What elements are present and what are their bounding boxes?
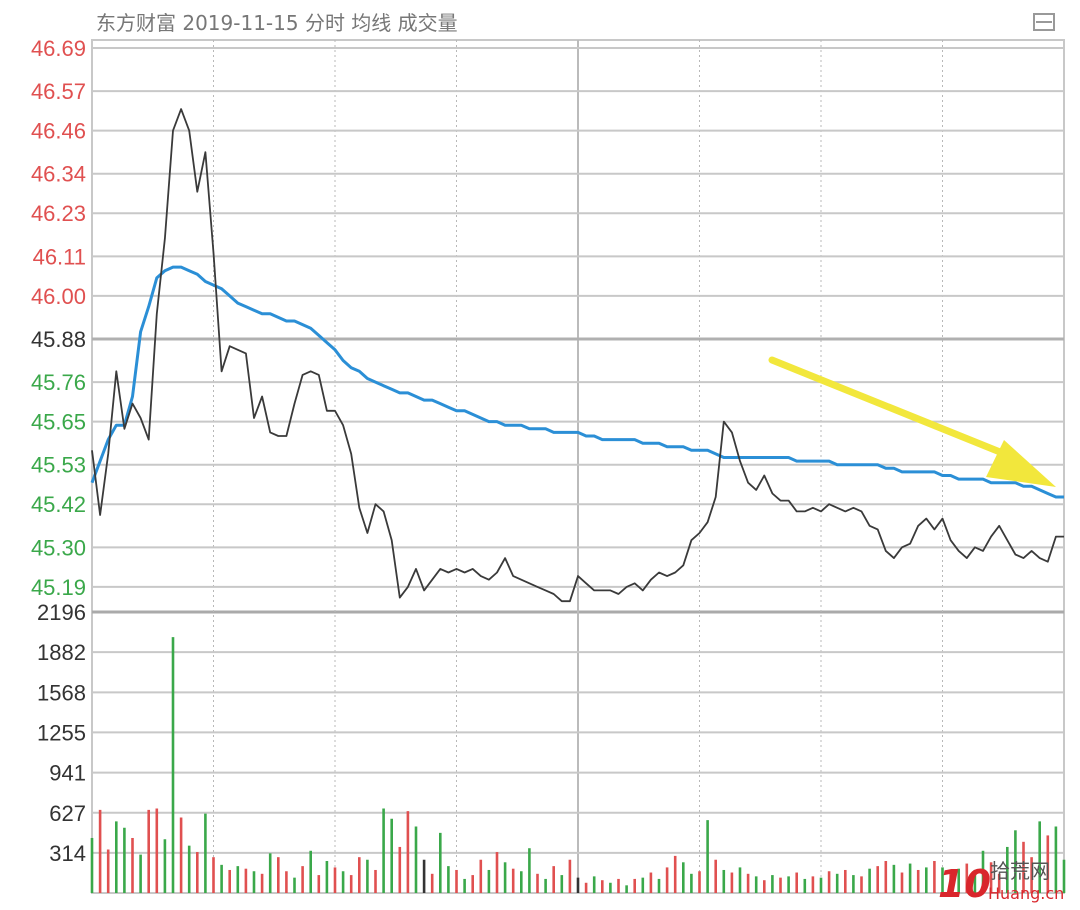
- y-axis-labels: 46.69 46.57 46.46 46.34 46.23 46.11 46.00 45.88…: [31, 36, 86, 866]
- arrow-shaft: [768, 356, 1004, 456]
- watermark-brand-cn: 拾荒网: [990, 859, 1050, 883]
- price-tick-label: 46.34: [31, 162, 86, 187]
- volume-tick-label: 1255: [37, 720, 86, 745]
- window-control-icon[interactable]: [1033, 13, 1055, 31]
- price-tick-label: 45.53: [31, 453, 86, 478]
- volume-tick-label: 2196: [37, 600, 86, 625]
- average-price-series: [90, 265, 1064, 499]
- watermark: 10 拾荒网 Huang.cn: [938, 859, 1064, 906]
- price-tick-label: 45.88: [31, 327, 86, 352]
- price-tick-label: 46.11: [33, 244, 86, 269]
- price-tick-label: 46.00: [31, 284, 86, 309]
- price-tick-label: 46.57: [31, 79, 86, 104]
- volume-tick-label: 941: [49, 761, 86, 786]
- arrow-head: [986, 440, 1056, 487]
- volume-tick-label: 314: [49, 841, 86, 866]
- trend-arrow-icon: [768, 356, 1056, 487]
- chart-header: 东方财富 2019-11-15 分时 均线 成交量: [96, 11, 1055, 35]
- watermark-brand-en: Huang.cn: [988, 884, 1064, 903]
- header-text: 东方财富 2019-11-15 分时 均线 成交量: [96, 11, 458, 35]
- average-price-line: [90, 265, 1064, 499]
- price-tick-label: 46.23: [31, 201, 86, 226]
- price-series: [91, 108, 1064, 603]
- price-tick-label: 45.76: [31, 370, 86, 395]
- volume-tick-label: 1568: [37, 680, 86, 705]
- volume-bars: [90, 637, 1066, 893]
- price-tick-label: 45.19: [31, 575, 86, 600]
- volume-tick-label: 1882: [37, 640, 86, 665]
- price-line: [91, 108, 1064, 603]
- price-tick-label: 45.65: [31, 410, 86, 435]
- watermark-logo-text: 10: [938, 862, 991, 906]
- price-tick-label: 45.42: [31, 492, 86, 517]
- grid: [92, 40, 1064, 893]
- price-tick-label: 46.46: [31, 119, 86, 144]
- price-tick-label: 46.69: [31, 36, 86, 61]
- volume-tick-label: 627: [49, 801, 86, 826]
- watermark-logo-icon: 10: [938, 862, 991, 906]
- price-tick-label: 45.30: [31, 535, 86, 560]
